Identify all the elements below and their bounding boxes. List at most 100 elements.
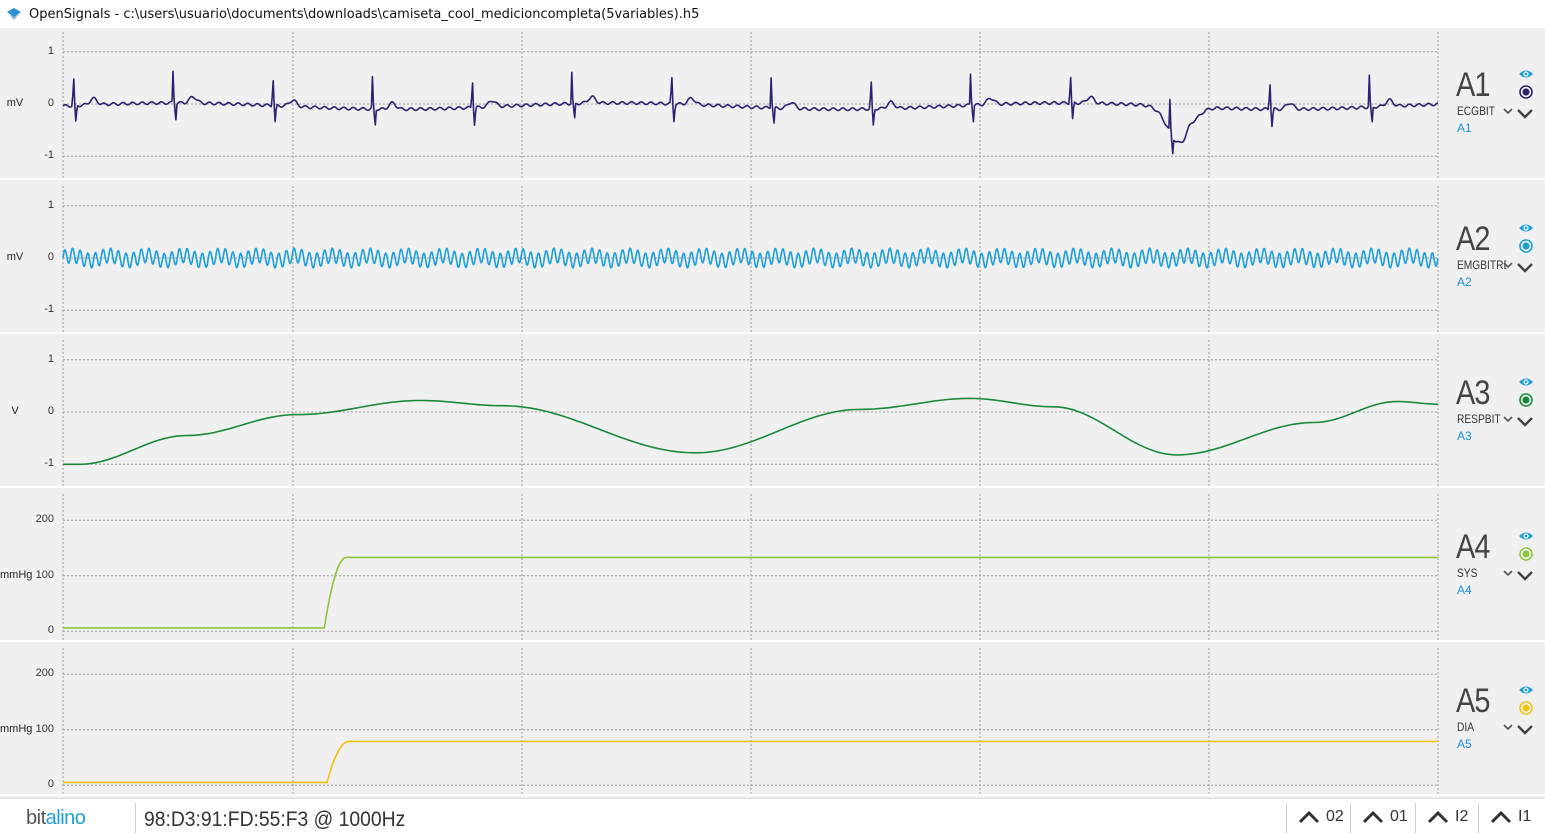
y-tick-label: -1	[44, 149, 54, 162]
color-picker-icon[interactable]	[1519, 239, 1533, 253]
y-tick-label: 100	[35, 722, 54, 735]
y-tick-label: -1	[44, 303, 54, 316]
opensignals-app-icon	[7, 8, 21, 20]
chevron-up-icon	[1298, 810, 1320, 824]
channel-name: A5	[1456, 682, 1490, 720]
nav-button-label: I1	[1518, 808, 1532, 825]
unit-label: mmHg	[0, 568, 33, 581]
chevron-up-icon	[1362, 810, 1384, 824]
channel-side-panel: A1 ECGBIT A1	[1442, 28, 1545, 180]
nav-i1-button[interactable]: I1	[1480, 800, 1544, 833]
sensor-label: ECGBIT	[1457, 104, 1495, 118]
window-title: OpenSignals - c:\users\usuario\documents…	[29, 6, 700, 22]
port-label: A1	[1457, 121, 1472, 135]
y-tick-label: 0	[47, 405, 54, 417]
unit-label: mmHg	[0, 722, 33, 735]
nav-button-label: I2	[1455, 808, 1469, 825]
device-info: 98:D3:91:FD:55:F3 @ 1000Hz	[144, 808, 406, 831]
nav-i2-button[interactable]: I2	[1417, 800, 1481, 833]
signal-trace-a1	[62, 70, 1439, 155]
unit-label: V	[11, 405, 19, 417]
y-tick-label: 0	[47, 251, 54, 263]
signal-trace-a3	[63, 397, 1439, 466]
y-tick-label: 0	[47, 97, 54, 109]
nav-button-label: 02	[1326, 808, 1344, 825]
y-tick-label: 1	[47, 44, 54, 57]
chevron-up-icon	[1427, 810, 1449, 824]
channel-name: A1	[1456, 66, 1490, 104]
channel-name: A2	[1456, 220, 1490, 258]
eye-icon[interactable]	[1518, 222, 1534, 234]
eye-icon[interactable]	[1518, 684, 1534, 696]
eye-icon[interactable]	[1518, 68, 1534, 80]
channel-name: A4	[1456, 528, 1490, 566]
channel-name: A3	[1456, 374, 1490, 412]
plot-area: 1 0 -1 mV A1 ECGBIT A1 1 0 -1 mV A2 EMGBITREV …	[0, 28, 1545, 798]
y-tick-label: 0	[47, 624, 54, 637]
logo-text-main: bit	[26, 807, 46, 829]
status-divider	[1415, 803, 1416, 833]
expand-chevron-icon[interactable]	[1516, 570, 1534, 582]
port-label: A5	[1457, 737, 1472, 751]
channel-side-panel: A2 EMGBITREV A2	[1442, 182, 1545, 334]
unit-label: mV	[6, 251, 24, 263]
channel-side-panel: A3 RESPBIT A3	[1442, 336, 1545, 488]
channel-panel-a1: 1 0 -1 mV A1 ECGBIT A1	[0, 28, 1545, 180]
sensor-dropdown-chevron-icon[interactable]	[1502, 722, 1514, 732]
channel-panel-a5: 200 100 0 mmHg A5 DIA A5	[0, 644, 1545, 796]
sensor-dropdown-chevron-icon[interactable]	[1502, 106, 1514, 116]
channel-panel-a2: 1 0 -1 mV A2 EMGBITREV A2	[0, 182, 1545, 334]
eye-icon[interactable]	[1518, 530, 1534, 542]
logo-text-accent: alino	[45, 807, 86, 829]
signal-plot-a2[interactable]	[0, 182, 1545, 334]
sensor-dropdown-chevron-icon[interactable]	[1502, 568, 1514, 578]
signal-trace-a4	[63, 556, 1438, 629]
color-picker-icon[interactable]	[1519, 547, 1533, 561]
status-divider	[135, 803, 136, 833]
color-picker-icon[interactable]	[1519, 701, 1533, 715]
nav-button-label: 01	[1390, 808, 1408, 825]
color-picker-icon[interactable]	[1519, 85, 1533, 99]
expand-chevron-icon[interactable]	[1516, 724, 1534, 736]
sensor-dropdown-chevron-icon[interactable]	[1502, 414, 1514, 424]
signal-trace-a2	[62, 247, 1439, 269]
status-bar: bitalino 98:D3:91:FD:55:F3 @ 1000Hz 02 01…	[0, 798, 1545, 833]
channel-panel-a3: 1 0 -1 V A3 RESPBIT A3	[0, 336, 1545, 488]
channel-side-panel: A4 SYS A4	[1442, 490, 1545, 642]
y-tick-label: 1	[47, 352, 54, 365]
y-tick-label: 1	[47, 198, 54, 211]
y-tick-label: 100	[35, 568, 54, 581]
y-tick-label: 200	[35, 513, 54, 526]
port-label: A2	[1457, 275, 1472, 289]
chevron-up-icon	[1490, 810, 1512, 824]
bitalino-logo: bitalino	[26, 807, 86, 830]
signal-plot-a1[interactable]	[0, 28, 1545, 180]
expand-chevron-icon[interactable]	[1516, 108, 1534, 120]
status-divider	[1478, 803, 1479, 833]
sensor-label: SYS	[1457, 566, 1478, 580]
title-bar: OpenSignals - c:\users\usuario\documents…	[0, 0, 1545, 28]
expand-chevron-icon[interactable]	[1516, 262, 1534, 274]
y-tick-label: -1	[44, 457, 54, 470]
nav-02-button[interactable]: 02	[1288, 800, 1352, 833]
signal-plot-a4[interactable]	[0, 490, 1545, 642]
sensor-dropdown-chevron-icon[interactable]	[1502, 260, 1514, 270]
sensor-label: RESPBIT	[1457, 412, 1501, 426]
unit-label: mV	[6, 97, 24, 109]
expand-chevron-icon[interactable]	[1516, 416, 1534, 428]
sensor-label: EMGBITREV	[1457, 258, 1506, 272]
nav-01-button[interactable]: 01	[1352, 800, 1416, 833]
port-label: A3	[1457, 429, 1472, 443]
status-divider	[1286, 803, 1287, 833]
port-label: A4	[1457, 583, 1472, 597]
eye-icon[interactable]	[1518, 376, 1534, 388]
y-tick-label: 0	[47, 778, 54, 791]
channel-panel-a4: 200 100 0 mmHg A4 SYS A4	[0, 490, 1545, 642]
signal-plot-a5[interactable]	[0, 644, 1545, 796]
y-tick-label: 200	[35, 667, 54, 680]
sensor-label: DIA	[1457, 720, 1475, 734]
signal-plot-a3[interactable]	[0, 336, 1545, 488]
color-picker-icon[interactable]	[1519, 393, 1533, 407]
channel-side-panel: A5 DIA A5	[1442, 644, 1545, 796]
status-divider	[1350, 803, 1351, 833]
